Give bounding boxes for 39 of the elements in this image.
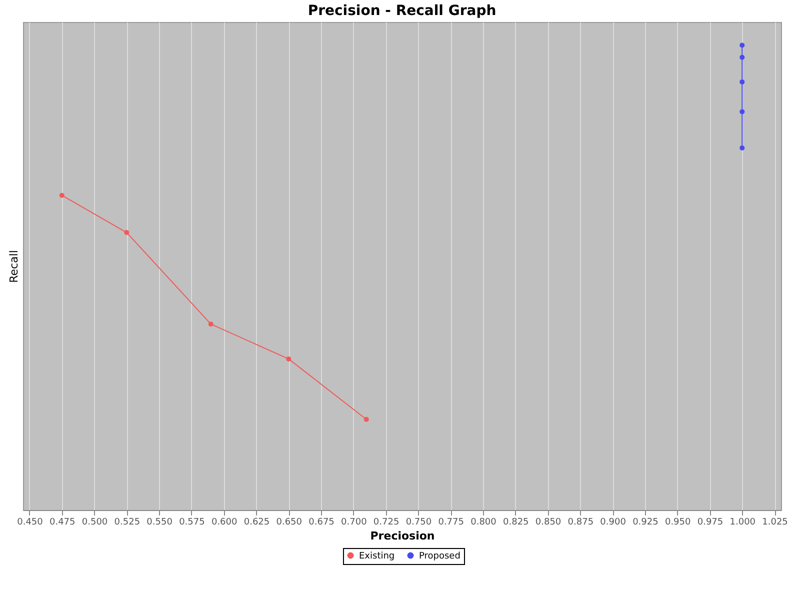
x-tick-label: 0.800 — [470, 518, 497, 528]
x-tick-label: 0.625 — [244, 518, 270, 528]
x-tick-label: 0.975 — [697, 518, 724, 528]
point — [740, 145, 745, 150]
x-tick-label: 0.675 — [308, 518, 334, 528]
legend-label: Existing — [359, 552, 395, 562]
point — [364, 416, 369, 422]
legend-label: Proposed — [419, 552, 460, 562]
x-tick-label: 0.650 — [276, 518, 302, 528]
x-tick-label: 0.575 — [179, 518, 205, 528]
x-tick-label: 0.525 — [114, 518, 140, 528]
point — [740, 42, 745, 48]
point — [740, 79, 745, 84]
x-tick-label: 1.000 — [730, 518, 756, 528]
x-tick-label: 0.725 — [373, 518, 400, 528]
y-axis-title: Recall — [8, 250, 20, 283]
point — [286, 356, 292, 362]
point — [124, 230, 130, 236]
x-tick-label: 0.475 — [49, 518, 76, 528]
x-tick-label: 0.700 — [341, 518, 368, 528]
point — [740, 109, 745, 114]
x-tick-label: 0.550 — [146, 518, 173, 528]
x-tick-label: 0.825 — [502, 518, 529, 528]
point — [208, 322, 214, 327]
x-tick-label: 0.750 — [406, 518, 432, 528]
point — [740, 54, 745, 60]
x-tick-label: 0.950 — [664, 518, 691, 528]
chart-title: Precision - Recall Graph — [308, 3, 496, 19]
x-tick-label: 0.450 — [17, 518, 44, 528]
x-tick-label: 0.850 — [535, 518, 562, 528]
x-tick-label: 0.900 — [600, 518, 626, 528]
point — [59, 192, 64, 198]
x-tick-label: 0.875 — [568, 518, 594, 528]
x-tick-label: 0.500 — [82, 518, 108, 528]
x-tick-label: 0.775 — [438, 518, 464, 528]
x-tick-label: 0.600 — [211, 518, 238, 528]
x-axis-title: Preciosion — [370, 530, 435, 542]
x-tick-label: 1.025 — [762, 518, 788, 528]
x-tick-label: 0.925 — [632, 518, 658, 528]
